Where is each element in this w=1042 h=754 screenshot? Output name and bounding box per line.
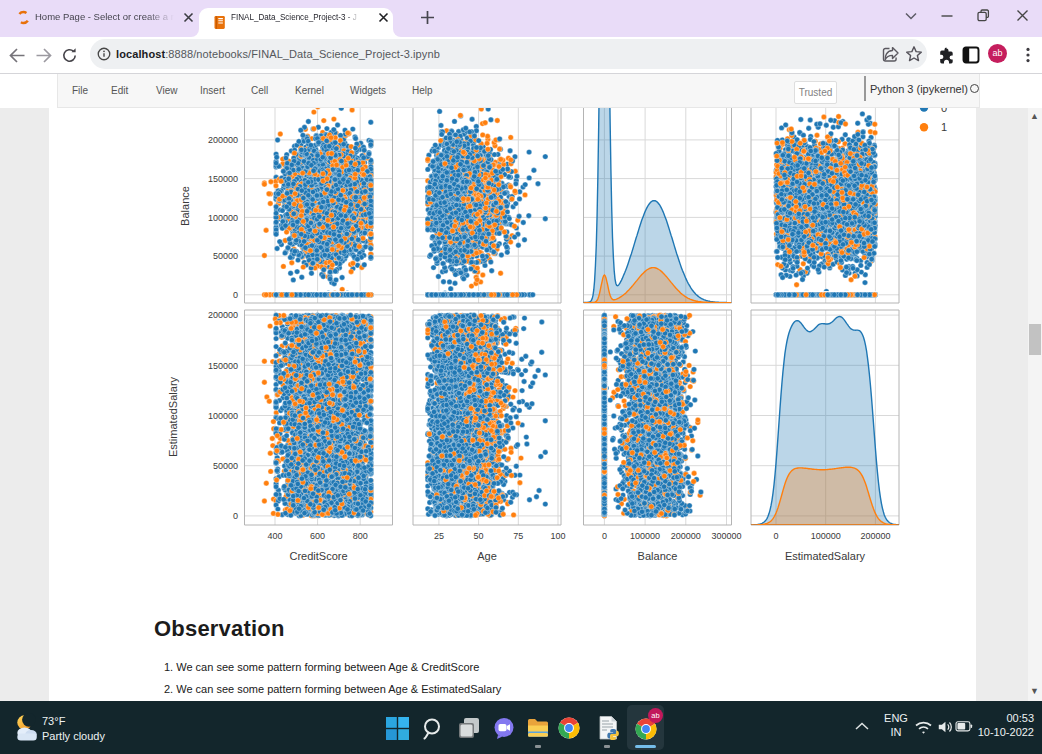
svg-text:100000: 100000 [630,531,660,541]
svg-text:50000: 50000 [213,461,238,471]
svg-text:150000: 150000 [208,361,238,371]
svg-text:100000: 100000 [811,531,841,541]
svg-text:0: 0 [941,108,947,114]
svg-text:200000: 200000 [671,531,701,541]
svg-text:Age: Age [477,550,497,562]
svg-text:100000: 100000 [208,213,238,223]
svg-text:1: 1 [941,121,947,133]
svg-text:50000: 50000 [213,251,238,261]
svg-text:0: 0 [233,290,238,300]
svg-text:400: 400 [267,531,282,541]
svg-text:Balance: Balance [179,186,191,226]
svg-text:200000: 200000 [208,310,238,320]
svg-text:800: 800 [353,531,368,541]
svg-text:CreditScore: CreditScore [289,550,347,562]
svg-text:200000: 200000 [208,135,238,145]
svg-text:200000: 200000 [860,531,890,541]
svg-text:600: 600 [310,531,325,541]
svg-text:25: 25 [434,531,444,541]
svg-text:100000: 100000 [208,411,238,421]
svg-text:300000: 300000 [711,531,741,541]
svg-text:Balance: Balance [638,550,678,562]
svg-text:0: 0 [233,511,238,521]
svg-text:EstimatedSalary: EstimatedSalary [167,376,179,457]
svg-text:EstimatedSalary: EstimatedSalary [785,550,866,562]
svg-text:0: 0 [602,531,607,541]
svg-text:150000: 150000 [208,174,238,184]
svg-text:75: 75 [513,531,523,541]
svg-text:50: 50 [474,531,484,541]
svg-text:100: 100 [550,531,565,541]
svg-text:0: 0 [773,531,778,541]
